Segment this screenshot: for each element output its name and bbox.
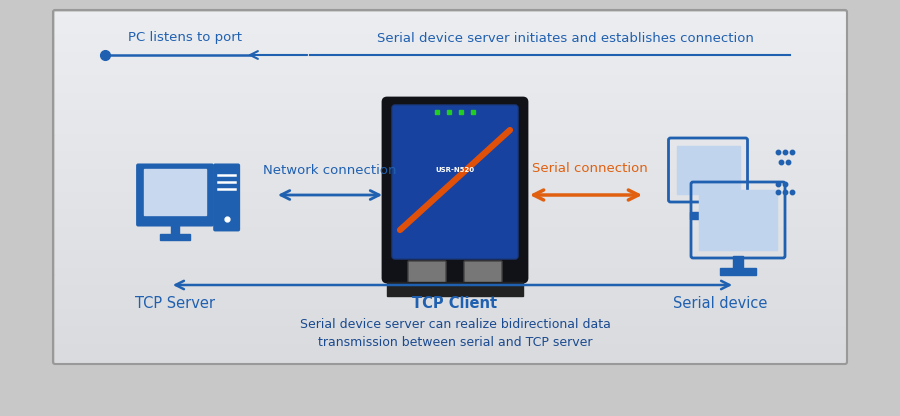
Bar — [55, 240, 845, 245]
Bar — [55, 181, 845, 187]
Bar — [55, 99, 845, 105]
Bar — [55, 216, 845, 222]
Bar — [55, 356, 845, 362]
Bar — [55, 339, 845, 344]
Bar — [160, 234, 190, 240]
Text: Serial device server can realize bidirectional data: Serial device server can realize bidirec… — [300, 319, 610, 332]
Bar — [55, 210, 845, 216]
Bar — [55, 333, 845, 339]
Bar — [55, 199, 845, 205]
Bar — [55, 315, 845, 321]
Text: PC listens to port: PC listens to port — [128, 32, 242, 45]
Bar — [55, 47, 845, 53]
Bar — [55, 82, 845, 88]
Bar — [55, 321, 845, 327]
Bar — [55, 280, 845, 286]
FancyArrowPatch shape — [281, 191, 379, 199]
Bar — [55, 175, 845, 181]
Bar — [55, 18, 845, 24]
Text: Serial device: Serial device — [673, 295, 767, 310]
Bar — [171, 225, 179, 234]
FancyBboxPatch shape — [213, 163, 240, 231]
Bar — [55, 158, 845, 163]
Bar — [690, 212, 726, 219]
FancyBboxPatch shape — [392, 105, 518, 259]
FancyArrowPatch shape — [176, 281, 729, 289]
Bar — [55, 263, 845, 269]
Bar — [55, 234, 845, 240]
Bar — [55, 59, 845, 64]
Bar — [703, 200, 713, 212]
Bar — [55, 251, 845, 257]
Text: transmission between serial and TCP server: transmission between serial and TCP serv… — [318, 335, 592, 349]
Bar — [55, 24, 845, 30]
Bar — [55, 310, 845, 315]
Bar — [55, 12, 845, 18]
Bar — [387, 282, 523, 296]
Bar — [55, 117, 845, 123]
Bar — [55, 146, 845, 152]
FancyArrowPatch shape — [534, 190, 638, 200]
Bar — [55, 245, 845, 251]
Bar — [55, 269, 845, 275]
Bar — [55, 286, 845, 292]
Bar — [55, 35, 845, 41]
Bar — [55, 134, 845, 140]
Bar — [55, 292, 845, 298]
Bar — [55, 228, 845, 234]
Bar — [677, 146, 740, 194]
Bar — [55, 298, 845, 304]
Text: TCP Server: TCP Server — [135, 295, 215, 310]
FancyBboxPatch shape — [408, 261, 446, 283]
Bar — [55, 76, 845, 82]
Text: TCP Client: TCP Client — [412, 295, 498, 310]
Bar — [55, 327, 845, 333]
Text: Network connection: Network connection — [263, 163, 397, 176]
FancyBboxPatch shape — [464, 261, 502, 283]
FancyBboxPatch shape — [383, 98, 527, 282]
Bar — [55, 105, 845, 111]
FancyBboxPatch shape — [136, 163, 214, 227]
Bar — [55, 129, 845, 134]
FancyArrowPatch shape — [250, 51, 307, 59]
Bar — [699, 190, 777, 250]
Bar — [55, 205, 845, 210]
Bar — [55, 111, 845, 117]
Bar — [55, 30, 845, 35]
Bar — [55, 53, 845, 59]
Bar — [55, 257, 845, 263]
Text: Serial device server initiates and establishes connection: Serial device server initiates and estab… — [376, 32, 753, 45]
Bar — [55, 193, 845, 199]
Bar — [55, 140, 845, 146]
Bar — [55, 350, 845, 356]
Text: USR-N520: USR-N520 — [436, 167, 474, 173]
Bar — [55, 64, 845, 70]
Bar — [55, 88, 845, 94]
Bar — [55, 152, 845, 158]
Bar — [55, 41, 845, 47]
Bar — [55, 70, 845, 76]
Bar — [55, 344, 845, 350]
Bar — [55, 222, 845, 228]
Bar — [144, 169, 206, 215]
Bar — [733, 256, 743, 268]
Bar — [55, 163, 845, 169]
Text: Serial connection: Serial connection — [532, 161, 648, 174]
Bar — [55, 275, 845, 280]
Bar — [720, 268, 756, 275]
Bar — [55, 94, 845, 99]
Bar — [55, 187, 845, 193]
Bar — [55, 304, 845, 310]
Bar — [55, 169, 845, 175]
Bar — [55, 123, 845, 129]
